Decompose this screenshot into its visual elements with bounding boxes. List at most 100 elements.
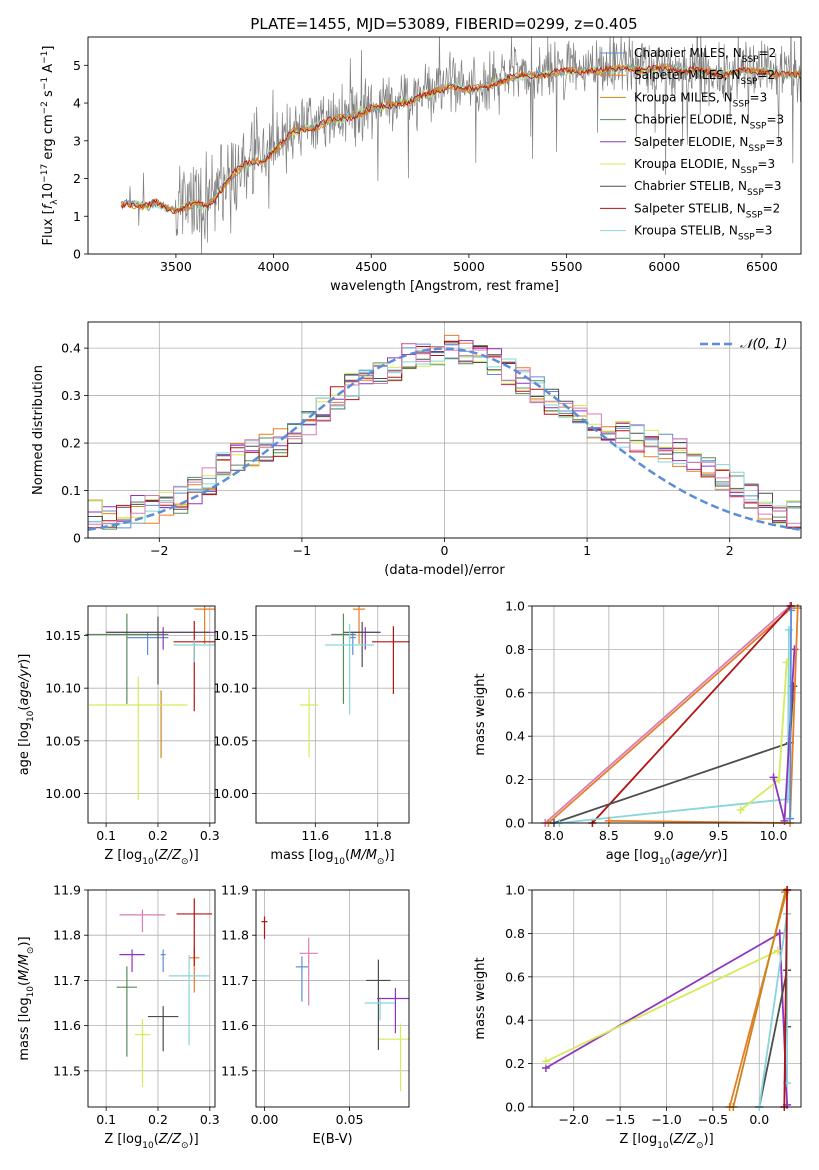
plot-frame-weight-vs-Z	[531, 889, 802, 1108]
weight-marker	[793, 604, 802, 613]
weight-marker	[787, 606, 796, 615]
y-tick-label: 0.0	[505, 816, 525, 831]
plot-frame-residuals	[87, 321, 802, 539]
spectrum-legend: Chabrier MILES, NSSP=2 Salpeter MILES, NS…	[600, 46, 784, 243]
x-tick-label: −1	[293, 543, 311, 558]
legend-entry: Chabrier STELIB, NSSP=3	[634, 179, 782, 198]
weight-line	[544, 605, 791, 824]
weight-marker	[604, 816, 613, 825]
age-vs-mass-points	[299, 606, 409, 758]
x-tick-label: 6000	[648, 259, 680, 274]
x-tick-label: −2.0	[559, 1112, 589, 1127]
y-tick-label: 0.1	[61, 483, 81, 498]
y-tick-label: 1.0	[505, 883, 525, 898]
y-tick-label: 0.3	[61, 388, 81, 403]
y-tick-label: 0.6	[505, 969, 525, 984]
y-tick-label: 10.05	[213, 733, 249, 748]
y-tick-label: 10.00	[213, 786, 249, 801]
x-axis-label: Z [log10(Z/Z⊙)]	[104, 1132, 198, 1151]
weight-marker	[769, 773, 778, 782]
y-tick-label: 2	[73, 171, 81, 186]
x-tick-label: 0.3	[200, 1112, 220, 1127]
y-tick-label: 0.8	[505, 642, 525, 657]
x-tick-label: 0.0	[749, 1112, 769, 1127]
x-axis-label: mass [log10(M/M⊙)]	[270, 848, 394, 867]
x-tick-label: 0.1	[96, 828, 116, 843]
y-tick-label: 10.10	[45, 681, 81, 696]
y-tick-label: 10.15	[213, 628, 249, 643]
y-tick-label: 10.15	[45, 628, 81, 643]
y-axis-label: Flux [fλ10−17 erg cm−2 s−1 A−1]	[40, 46, 60, 246]
x-tick-label: 0.05	[336, 1112, 364, 1127]
weight-line	[547, 607, 792, 824]
y-tick-label: 0.8	[505, 926, 525, 941]
x-tick-label: −2	[150, 543, 168, 558]
y-tick-label: 0.2	[505, 772, 525, 787]
figure-title: PLATE=1455, MJD=53089, FIBERID=0299, z=0…	[250, 15, 637, 33]
y-tick-label: 0	[73, 531, 81, 546]
y-axis-label: mass weight	[473, 957, 488, 1039]
x-tick-label: 6500	[746, 259, 778, 274]
legend-entry: Salpeter ELODIE, NSSP=3	[634, 135, 783, 154]
y-tick-label: 11.5	[221, 1063, 249, 1078]
legend-entry: Kroupa MILES, NSSP=3	[634, 90, 767, 109]
legend-entry: Kroupa ELODIE, NSSP=3	[634, 157, 775, 176]
y-axis-label: mass [log10(M/M⊙)]	[17, 936, 36, 1060]
x-axis-label: Z [log10(Z/Z⊙)]	[104, 848, 198, 867]
axes-age-vs-mass: 11.6 11.8 10.00 10.05 10.10 10.15	[213, 606, 409, 843]
weight-marker	[786, 814, 795, 823]
x-tick-label: 0.2	[148, 828, 168, 843]
legend-entry: Chabrier ELODIE, NSSP=3	[634, 113, 784, 132]
weight-marker	[782, 658, 791, 667]
x-tick-label: −1.0	[651, 1112, 681, 1127]
weight-line	[783, 889, 788, 1108]
legend-entry: Chabrier MILES, NSSP=2	[634, 46, 776, 65]
observed-spectrum	[120, 37, 801, 254]
weight-marker	[775, 929, 784, 938]
x-tick-label: −0.5	[698, 1112, 728, 1127]
legend-entry: Salpeter MILES, NSSP=2	[634, 68, 775, 87]
residual-data	[88, 334, 801, 538]
y-tick-label: 0.2	[505, 1056, 525, 1071]
weight-line	[789, 610, 792, 819]
y-axis-label: age [log10(age/yr)]	[17, 654, 36, 776]
y-tick-label: 10.10	[213, 681, 249, 696]
y-tick-label: 11.7	[53, 973, 81, 988]
x-tick-label: 4000	[258, 259, 290, 274]
plot-frame-spectrum	[87, 36, 802, 255]
y-tick-label: 10.05	[45, 733, 81, 748]
x-tick-label: 0	[441, 543, 449, 558]
y-tick-label: 11.8	[221, 928, 249, 943]
x-tick-label: −1.5	[605, 1112, 635, 1127]
spectrum-data	[120, 37, 801, 254]
x-tick-label: 10.0	[760, 828, 788, 843]
y-tick-label: 11.5	[53, 1063, 81, 1078]
x-tick-label: 8.5	[599, 828, 619, 843]
gaussian-curve	[88, 347, 801, 531]
x-tick-label: 2	[726, 543, 734, 558]
weight-vs-age-lines	[541, 602, 802, 827]
x-tick-label: 0.1	[96, 1112, 116, 1127]
weight-marker	[773, 946, 782, 955]
weight-line	[732, 891, 787, 1108]
y-tick-label: 0.4	[61, 341, 81, 356]
x-axis-label: Z [log10(Z/Z⊙)]	[619, 1132, 713, 1151]
x-tick-label: 0.3	[200, 828, 220, 843]
residual-histogram	[88, 344, 801, 538]
y-axis-label: mass weight	[473, 673, 488, 755]
y-tick-label: 0.4	[505, 729, 525, 744]
weight-line	[545, 949, 779, 1063]
y-tick-label: 0.6	[505, 685, 525, 700]
weight-marker	[541, 1057, 550, 1066]
model-spectrum	[120, 63, 801, 214]
plot-frame-mass-vs-EBV	[255, 889, 410, 1108]
y-tick-label: 11.9	[221, 883, 249, 898]
weight-line	[559, 629, 790, 824]
residual-histogram	[88, 343, 801, 538]
axes-age-vs-Z: 0.1 0.2 0.3 10.00 10.05 10.10 10.15	[45, 606, 220, 843]
x-tick-label: 5500	[551, 259, 583, 274]
axes-spectrum: 3500 4000 4500 5000 5500 6000 6500 0 1 2 3 4 5	[73, 58, 778, 274]
legend-entry: Salpeter STELIB, NSSP=2	[634, 201, 780, 220]
weight-line	[758, 970, 788, 1108]
